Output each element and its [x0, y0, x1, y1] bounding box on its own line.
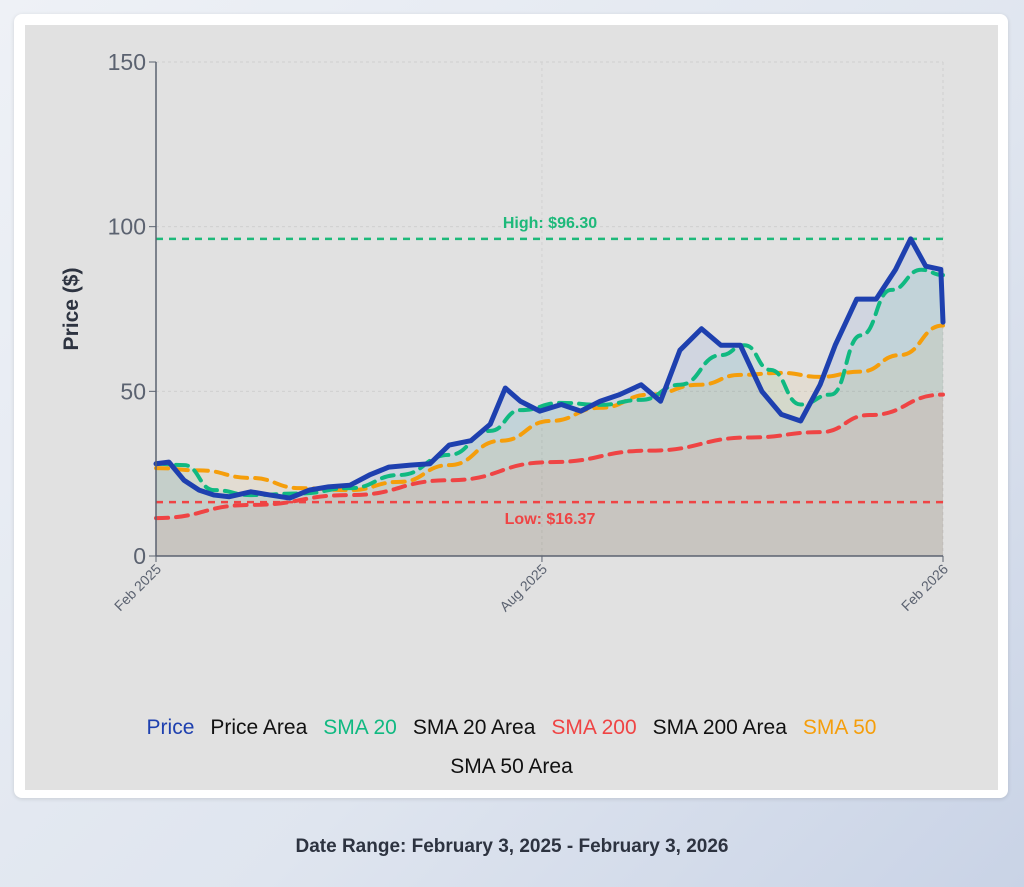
- x-tick-label: Feb 2026: [898, 561, 951, 614]
- sma-20-area: [156, 269, 943, 556]
- price-area: [156, 238, 943, 557]
- low-label: Low: $16.37: [505, 511, 596, 528]
- legend-item-sma-50-area[interactable]: SMA 50 Area: [450, 755, 573, 778]
- price-line: [153, 236, 946, 501]
- sma-20-line: [154, 267, 945, 498]
- date-range-footer: Date Range: February 3, 2025 - February …: [295, 836, 729, 857]
- legend-item-sma-200[interactable]: SMA 200: [551, 716, 637, 739]
- sma-50-area: [156, 325, 943, 556]
- y-tick-label: 50: [120, 378, 146, 404]
- sma-200-line: [154, 392, 945, 521]
- sma-50-line: [154, 323, 945, 493]
- legend-item-price[interactable]: Price: [146, 716, 195, 739]
- legend-item-sma-20-area[interactable]: SMA 20 Area: [412, 716, 536, 739]
- y-axis-label: Price ($): [60, 268, 83, 351]
- high-label: High: $96.30: [503, 215, 597, 232]
- y-tick-label: 150: [108, 49, 146, 75]
- y-tick-label: 100: [108, 214, 146, 240]
- legend-item-sma-200-area[interactable]: SMA 200 Area: [652, 716, 787, 739]
- legend: Price Price Area SMA 20 SMA 20 Area SMA 200 S…: [25, 716, 998, 740]
- legend-row-2: SMA 50 Area: [25, 755, 998, 779]
- legend-item-price-area[interactable]: Price Area: [210, 716, 308, 739]
- legend-item-sma-50[interactable]: SMA 50: [802, 716, 877, 739]
- plot-background: [25, 25, 998, 790]
- legend-item-sma-20[interactable]: SMA 20: [323, 716, 397, 739]
- sma-200-area: [156, 394, 943, 556]
- x-tick-label: Aug 2025: [496, 561, 550, 615]
- y-tick-label: 0: [133, 543, 146, 569]
